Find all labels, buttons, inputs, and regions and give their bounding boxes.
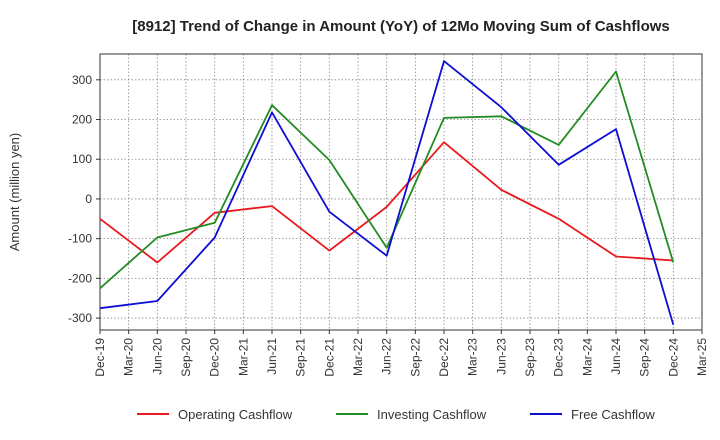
series-line-operating-cashflow: [99, 141, 674, 264]
x-tick-label: Mar-22: [351, 338, 365, 376]
x-tick-label: Dec-21: [322, 338, 336, 377]
x-tick-label: Mar-20: [122, 338, 136, 376]
y-tick-label: 100: [72, 152, 92, 166]
legend: Operating Cashflow Investing Cashflow Free…: [137, 407, 655, 422]
series-line-free-cashflow: [99, 60, 675, 326]
y-tick-label: -200: [68, 271, 92, 285]
x-tick-label: Dec-20: [208, 338, 222, 377]
x-tick-label: Jun-24: [609, 338, 623, 375]
series-lines: [99, 60, 675, 326]
legend-label: Investing Cashflow: [377, 407, 487, 422]
y-tick-label: 200: [72, 113, 92, 127]
x-tick-label: Mar-25: [695, 338, 709, 376]
x-tick-label: Sep-24: [638, 338, 652, 377]
y-tick-label: 300: [72, 73, 92, 87]
x-tick-label: Jun-23: [494, 338, 508, 375]
grid: [100, 54, 702, 330]
x-tick-label: Jun-22: [380, 338, 394, 375]
y-axis: 300 200 100 0 -100 -200 -300: [68, 73, 100, 325]
x-tick-label: Dec-22: [437, 338, 451, 377]
series-line-investing-cashflow: [99, 70, 675, 289]
x-axis: Dec-19 Mar-20 Jun-20 Sep-20 Dec-20 Mar-21 Jun-…: [93, 330, 709, 377]
x-tick-label: Sep-21: [294, 338, 308, 377]
x-tick-label: Dec-19: [93, 338, 107, 377]
y-tick-label: -100: [68, 232, 92, 246]
x-tick-label: Sep-23: [523, 338, 537, 377]
y-tick-label: -300: [68, 311, 92, 325]
x-tick-label: Dec-23: [552, 338, 566, 377]
x-tick-label: Mar-24: [580, 338, 594, 376]
x-tick-label: Sep-20: [179, 338, 193, 377]
x-tick-label: Jun-21: [265, 338, 279, 375]
x-tick-label: Jun-20: [150, 338, 164, 375]
plot-area: [99, 53, 703, 331]
x-tick-label: Mar-21: [236, 338, 250, 376]
x-tick-label: Sep-22: [408, 338, 422, 377]
legend-label: Operating Cashflow: [178, 407, 293, 422]
chart-title: [8912] Trend of Change in Amount (YoY) o…: [132, 18, 670, 35]
legend-label: Free Cashflow: [571, 407, 655, 422]
x-tick-label: Mar-23: [466, 338, 480, 376]
y-tick-label: 0: [85, 192, 92, 206]
y-axis-label: Amount (million yen): [7, 133, 22, 252]
x-tick-label: Dec-24: [666, 338, 680, 377]
